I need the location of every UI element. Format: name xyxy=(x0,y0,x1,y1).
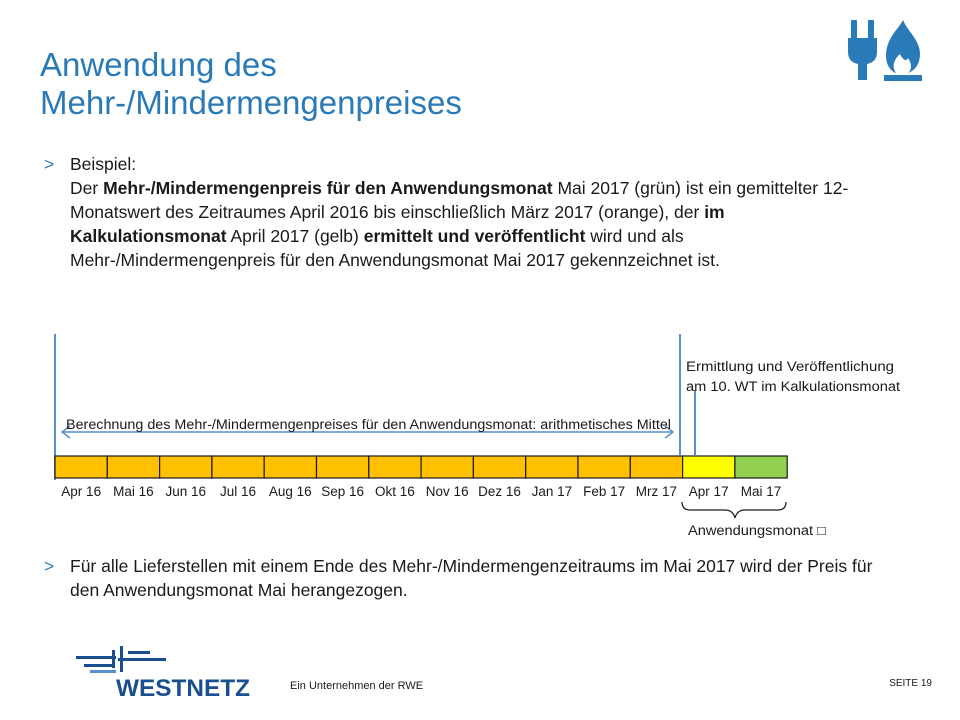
example-bold-seg: im Kalkulationsmonat xyxy=(70,202,725,246)
example-seg: Mai 2017 (grün) ist ein gemittelter 12-M… xyxy=(70,178,849,222)
month-cell xyxy=(629,455,684,479)
month-cell xyxy=(577,455,631,479)
month-label: Mrz 17 xyxy=(636,484,677,499)
month-label: Jan 17 xyxy=(532,484,573,499)
month-labels: Apr 16 Mai 16 Jun 16 Jul 16 Aug 16 Sep 16 Okt … xyxy=(61,484,781,499)
month-label: Apr 16 xyxy=(61,484,101,499)
month-cells xyxy=(54,455,788,479)
month-label: Mai 17 xyxy=(741,484,782,499)
month-label: Jun 16 xyxy=(166,484,207,499)
month-cell xyxy=(472,455,527,479)
page-number: SEITE 19 xyxy=(889,678,932,689)
month-label: Feb 17 xyxy=(583,484,625,499)
month-cell xyxy=(681,455,736,479)
application-month-label: Anwendungsmonat □ xyxy=(688,523,826,538)
month-label: Okt 16 xyxy=(375,484,415,499)
month-label: Nov 16 xyxy=(426,484,469,499)
month-cell xyxy=(734,455,788,479)
arrow-right-head xyxy=(664,425,675,439)
bullet-marker: > xyxy=(44,556,55,576)
example-seg: April 2017 (gelb) xyxy=(226,226,364,246)
timeline-diagram: Berechnung des Mehr-/Mindermengenpreises… xyxy=(54,334,900,538)
month-label: Apr 17 xyxy=(689,484,729,499)
bullet-delivery-points-text: Für alle Lieferstellen mit einem Ende de… xyxy=(70,556,873,600)
example-bold-seg: Mehr-/Mindermengenpreis für den Anwendun… xyxy=(103,178,553,198)
page-title: Anwendung des Mehr-/Mindermengenpreises xyxy=(40,46,462,122)
month-cell xyxy=(211,455,265,479)
application-month-brace xyxy=(681,501,787,519)
bullet-marker: > xyxy=(44,154,55,174)
month-label: Mai 16 xyxy=(113,484,154,499)
month-label: Dez 16 xyxy=(478,484,521,499)
publication-label-line1: Ermittlung und Veröffentlichung xyxy=(686,359,894,374)
calc-range-label: Berechnung des Mehr-/Mindermengenpreises… xyxy=(66,417,671,432)
month-cell xyxy=(263,455,318,479)
footer-tagline: Ein Unternehmen der RWE xyxy=(290,680,424,692)
month-label: Aug 16 xyxy=(269,484,312,499)
month-cell xyxy=(315,455,370,479)
logo-wordmark: WESTNETZ xyxy=(116,675,250,698)
month-cell xyxy=(368,455,422,479)
month-label: Jul 16 xyxy=(220,484,256,499)
publication-label-line2: am 10. WT im Kalkulationsmonat xyxy=(686,379,900,394)
month-cell xyxy=(106,455,161,479)
westnetz-logo: WESTNETZ xyxy=(76,646,250,698)
month-cell xyxy=(54,455,108,479)
arrow-left-head xyxy=(60,425,71,439)
month-label: Sep 16 xyxy=(321,484,364,499)
example-body: Der Mehr-/Mindermengenpreis für den Anwe… xyxy=(70,176,880,272)
page-title-line2: Mehr-/Mindermengenpreises xyxy=(40,84,462,121)
example-label: Beispiel: xyxy=(70,154,137,174)
month-cell xyxy=(420,455,475,479)
page-title-line1: Anwendung des xyxy=(40,46,277,83)
example-bold-seg: ermittelt und veröffentlicht xyxy=(363,226,586,246)
example-seg: wird und als Mehr-/Mindermengenpreis für… xyxy=(70,226,720,270)
example-seg: Der xyxy=(70,178,104,198)
bullet-example-text: Beispiel: Der Mehr-/Mindermengenpreis fü… xyxy=(70,152,880,272)
month-cell xyxy=(159,455,213,479)
month-cell xyxy=(525,455,579,479)
plug-flame-icon xyxy=(848,20,922,81)
